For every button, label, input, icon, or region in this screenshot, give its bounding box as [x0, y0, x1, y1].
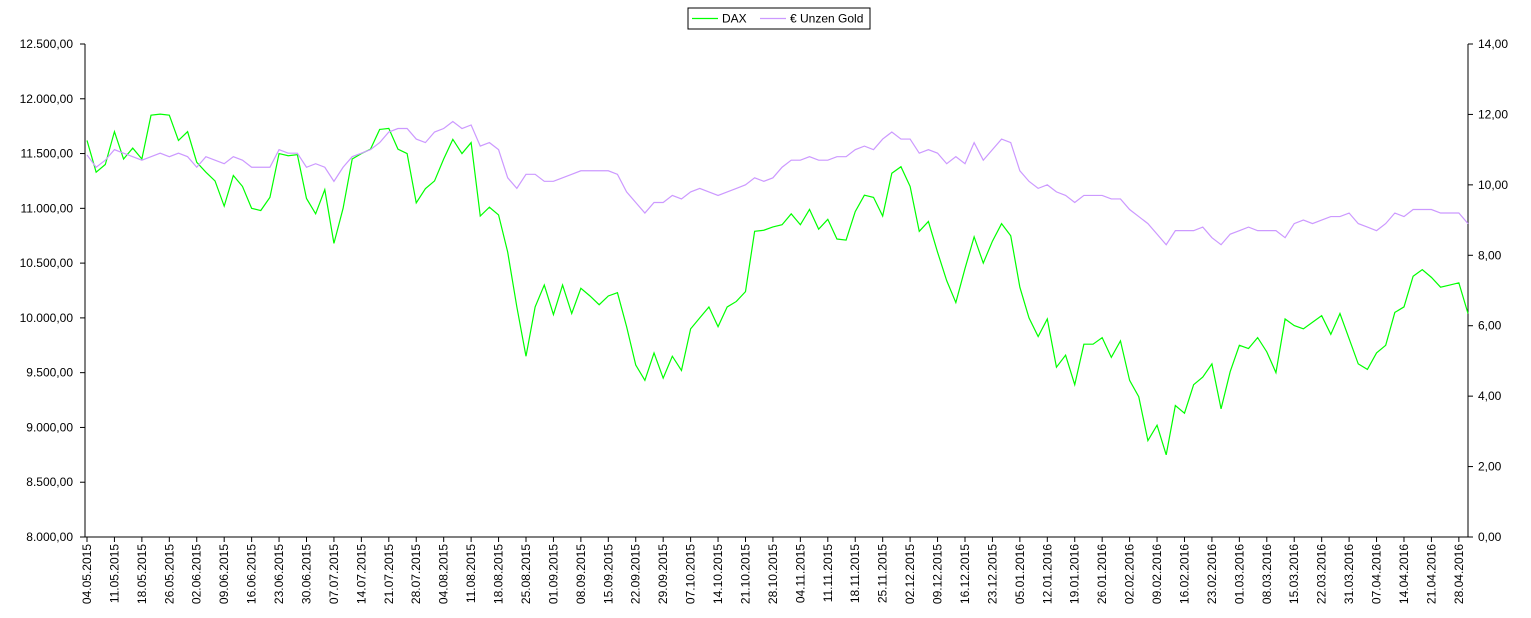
x-tick-label: 30.06.2015 — [299, 544, 313, 604]
x-tick-label: 21.07.2015 — [382, 544, 396, 604]
x-tick-label: 05.01.2016 — [1013, 544, 1027, 604]
x-tick-label: 19.01.2016 — [1068, 544, 1082, 604]
x-tick-label: 14.04.2016 — [1397, 544, 1411, 604]
x-tick-label: 11.11.2015 — [821, 544, 835, 603]
x-tick-label: 07.04.2016 — [1370, 544, 1384, 604]
x-tick-label: 22.03.2016 — [1315, 544, 1329, 604]
y-tick-label: 10.000,00 — [20, 311, 74, 325]
x-tick-label: 04.08.2015 — [437, 544, 451, 604]
y-tick-label: 11.000,00 — [21, 201, 74, 215]
x-tick-label: 08.03.2016 — [1260, 544, 1274, 604]
y-tick-label: 8.500,00 — [26, 475, 73, 489]
x-tick-label: 16.12.2015 — [958, 544, 972, 604]
x-tick-label: 12.01.2016 — [1040, 544, 1054, 604]
series-line — [86, 113, 1469, 456]
y2-tick-label: 0,00 — [1478, 530, 1502, 544]
y-tick-label: 12.500,00 — [20, 37, 74, 51]
y-tick-label: 8.000,00 — [26, 530, 73, 544]
x-tick-label: 07.07.2015 — [327, 544, 341, 604]
x-tick-label: 23.06.2015 — [272, 544, 286, 604]
y-tick-label: 9.500,00 — [26, 366, 73, 380]
y2-tick-label: 8,00 — [1478, 248, 1502, 262]
x-tick-label: 16.02.2016 — [1177, 544, 1191, 604]
x-tick-label: 26.05.2015 — [162, 544, 176, 604]
x-tick-label: 28.04.2016 — [1452, 544, 1466, 604]
x-tick-label: 07.10.2015 — [684, 544, 698, 604]
x-tick-label: 23.02.2016 — [1205, 544, 1219, 604]
x-tick-label: 21.04.2016 — [1424, 544, 1438, 604]
y2-tick-label: 6,00 — [1478, 319, 1502, 333]
x-tick-label: 02.06.2015 — [190, 544, 204, 604]
x-tick-label: 28.10.2015 — [766, 544, 780, 604]
x-tick-label: 25.11.2015 — [876, 544, 890, 603]
x-tick-label: 04.05.2015 — [80, 544, 94, 604]
x-tick-label: 09.12.2015 — [931, 544, 945, 604]
x-tick-label: 31.03.2016 — [1342, 544, 1356, 604]
x-tick-label: 02.02.2016 — [1123, 544, 1137, 604]
x-tick-label: 11.08.2015 — [464, 544, 478, 603]
x-tick-label: 25.08.2015 — [519, 544, 533, 604]
y2-tick-label: 14,00 — [1478, 37, 1508, 51]
x-tick-label: 18.08.2015 — [492, 544, 506, 604]
x-tick-label: 01.09.2015 — [546, 544, 560, 604]
y-tick-label: 10.500,00 — [20, 256, 74, 270]
x-tick-label: 08.09.2015 — [574, 544, 588, 604]
x-tick-label: 09.06.2015 — [217, 544, 231, 604]
x-tick-label: 29.09.2015 — [656, 544, 670, 604]
x-tick-label: 16.06.2015 — [245, 544, 259, 604]
legend-label: DAX — [722, 12, 747, 26]
x-tick-label: 15.03.2016 — [1287, 544, 1301, 604]
x-tick-label: 21.10.2015 — [738, 544, 752, 604]
x-tick-label: 15.09.2015 — [601, 544, 615, 604]
series-line — [86, 120, 1469, 246]
x-tick-label: 09.02.2016 — [1150, 544, 1164, 604]
y-tick-label: 9.000,00 — [26, 420, 73, 434]
x-tick-label: 22.09.2015 — [629, 544, 643, 604]
y-tick-label: 11.500,00 — [21, 147, 74, 161]
x-tick-label: 14.07.2015 — [354, 544, 368, 604]
x-tick-label: 26.01.2016 — [1095, 544, 1109, 604]
x-tick-label: 02.12.2015 — [903, 544, 917, 604]
x-tick-label: 23.12.2015 — [985, 544, 999, 604]
y-tick-label: 12.000,00 — [20, 92, 74, 106]
y2-tick-label: 4,00 — [1478, 389, 1502, 403]
x-tick-label: 28.07.2015 — [409, 544, 423, 604]
x-tick-label: 18.05.2015 — [135, 544, 149, 604]
legend-label: € Unzen Gold — [790, 12, 863, 26]
x-tick-label: 11.05.2015 — [107, 544, 121, 603]
y2-tick-label: 10,00 — [1478, 178, 1508, 192]
y2-tick-label: 12,00 — [1478, 107, 1508, 121]
x-tick-label: 04.11.2015 — [793, 544, 807, 603]
y2-tick-label: 2,00 — [1478, 460, 1502, 474]
x-tick-label: 18.11.2015 — [848, 544, 862, 603]
x-tick-label: 14.10.2015 — [711, 544, 725, 604]
x-tick-label: 01.03.2016 — [1232, 544, 1246, 604]
